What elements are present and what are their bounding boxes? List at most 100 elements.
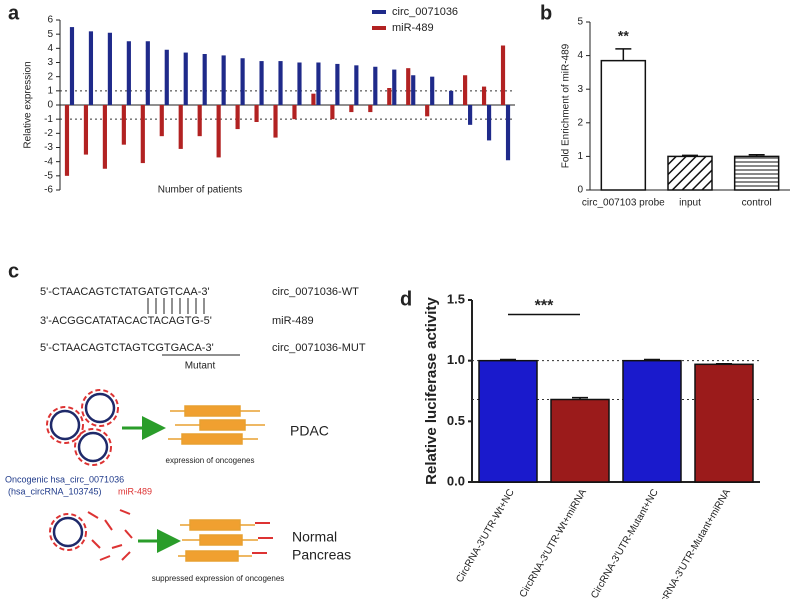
mirna (87, 509, 273, 561)
bar (354, 65, 359, 105)
error-bar (682, 154, 698, 157)
bar (254, 105, 259, 122)
bar (316, 62, 321, 105)
normal-label: Normal (292, 529, 337, 545)
bar (240, 58, 245, 105)
bar (221, 55, 226, 105)
bar (335, 63, 340, 105)
bar (481, 86, 487, 105)
panel-label: c (8, 260, 19, 282)
error-bar (716, 362, 732, 365)
sequence-label: circ_0071036-MUT (272, 342, 366, 354)
y-tick-label: 0 (47, 100, 53, 111)
circ-label: (hsa_circRNA_103745) (8, 486, 102, 496)
y-tick-label: -1 (44, 114, 53, 125)
bar (392, 69, 397, 105)
y-tick-label: 0 (577, 185, 583, 196)
y-tick-label: 3 (577, 84, 583, 95)
bar (69, 27, 75, 105)
bar (259, 61, 264, 105)
x-axis-label: Number of patients (158, 185, 243, 196)
legend-label: miR-489 (392, 22, 434, 34)
y-tick-label: 1 (577, 151, 583, 162)
bar (145, 41, 150, 105)
error-bar (572, 396, 588, 400)
bar (107, 32, 112, 105)
y-tick-label: 5 (577, 17, 583, 28)
bar (64, 105, 70, 176)
y-tick-label: 6 (47, 15, 53, 26)
y-tick-label: 4 (47, 43, 53, 54)
y-tick-label: 4 (577, 50, 583, 61)
x-tick-label: input (679, 198, 701, 209)
bar (330, 105, 335, 120)
mirna-label: miR-489 (118, 486, 152, 496)
normal-label: Pancreas (292, 547, 351, 563)
bar (449, 90, 454, 105)
pdac-label: PDAC (290, 423, 329, 439)
significance: *** (535, 298, 554, 315)
y-tick-label: 1.5 (447, 291, 465, 306)
error-bar (644, 358, 660, 361)
bar (88, 31, 94, 105)
bar (216, 105, 221, 158)
bar (183, 52, 188, 105)
bar (622, 359, 682, 483)
x-tick-label: CircRNA-3'UTR-Wt+NC (454, 487, 517, 584)
y-tick-label: -4 (44, 156, 53, 167)
y-tick-label: 2 (47, 71, 53, 82)
y-tick-label: -2 (44, 128, 53, 139)
y-tick-label: 0.5 (447, 413, 465, 428)
bar (505, 105, 511, 161)
bar (368, 105, 373, 113)
bar (102, 105, 107, 169)
bar (500, 45, 506, 105)
bar (178, 105, 183, 149)
x-tick-label: CircRNA-3'UTR-Mutant+NC (589, 487, 661, 599)
x-tick-label: CircRNA-3'UTR-Mutant+miRNA (653, 487, 734, 599)
error-bar (615, 48, 632, 61)
circ-rnas (46, 389, 119, 551)
legend-label: circ_0071036 (392, 6, 458, 18)
bar (387, 88, 392, 105)
y-axis-label: Relative expression (23, 61, 34, 148)
y-tick-label: -5 (44, 170, 53, 181)
bar (278, 61, 283, 105)
y-axis-label: Fold Enrichment of miR-489 (561, 43, 572, 168)
bar (121, 105, 126, 145)
x-tick-label: circ_007103 probe (582, 198, 665, 209)
bar (126, 41, 131, 105)
sequence: 5'-CTAACAGTCTAGTCGTGACA-3' (40, 342, 214, 354)
bar (297, 62, 302, 105)
panel-label: d (400, 288, 412, 310)
bar (667, 155, 713, 191)
error-bar (500, 358, 516, 361)
y-tick-label: -3 (44, 142, 53, 153)
bar (164, 49, 169, 105)
bar (292, 105, 297, 120)
bar (425, 105, 430, 117)
diagram: 5'-CTAACAGTCTATGATGTCAA-3' circ_0071036-… (5, 286, 366, 583)
bar (600, 59, 647, 191)
y-axis-label: Relative luciferase activity (423, 297, 440, 485)
bar (140, 105, 145, 164)
sequence: 3'-ACGGCATATACACTACAGTG-5' (40, 315, 212, 327)
x-tick-label: CircRNA-3'UTR-Wt+miRNA (518, 487, 589, 599)
y-tick-label: 1 (47, 85, 53, 96)
error-bar (748, 153, 765, 157)
bar (463, 75, 468, 105)
pairing (147, 298, 205, 314)
y-tick-label: 2 (577, 117, 583, 128)
sequence-label: circ_0071036-WT (272, 286, 359, 298)
significance: ** (618, 28, 629, 44)
bar (694, 363, 754, 483)
y-tick-label: 0.0 (447, 473, 465, 488)
panel-label: b (540, 2, 552, 24)
bar (202, 54, 207, 105)
bar (197, 105, 202, 137)
mutant-label: Mutant (185, 361, 216, 372)
circ-label: Oncogenic hsa_circ_0071036 (5, 474, 124, 484)
bar (478, 359, 538, 483)
